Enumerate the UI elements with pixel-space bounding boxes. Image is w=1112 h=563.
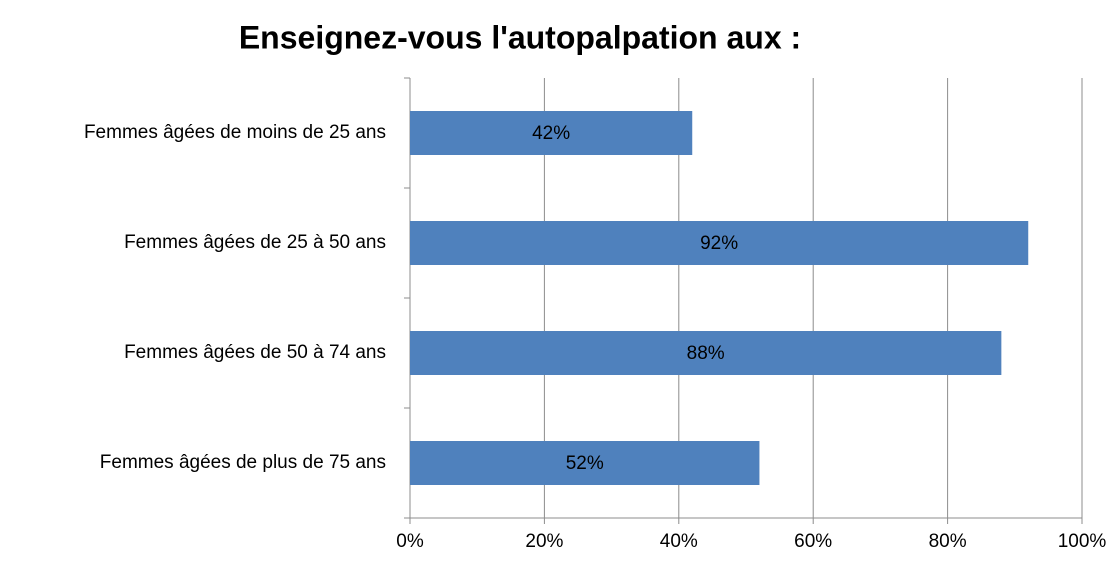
bar: [410, 441, 760, 485]
data-label: 42%: [532, 123, 570, 144]
bar: [410, 221, 1029, 265]
bar: [410, 331, 1002, 375]
x-tick-label: 60%: [794, 531, 832, 552]
x-tick-label: 100%: [1058, 531, 1107, 552]
bar: [410, 111, 693, 155]
x-tick-label: 0%: [396, 531, 424, 552]
x-tick-label: 40%: [660, 531, 698, 552]
x-tick-label: 20%: [525, 531, 563, 552]
y-tick-label: Femmes âgées de plus de 75 ans: [100, 452, 386, 473]
data-label: 88%: [687, 343, 725, 364]
y-tick-label: Femmes âgées de 25 à 50 ans: [124, 232, 386, 253]
data-label: 52%: [566, 453, 604, 474]
y-tick-label: Femmes âgées de moins de 25 ans: [84, 122, 386, 143]
data-label: 92%: [700, 233, 738, 254]
x-tick-label: 80%: [929, 531, 967, 552]
y-tick-label: Femmes âgées de 50 à 74 ans: [124, 342, 386, 363]
chart-title: Enseignez-vous l'autopalpation aux :: [239, 19, 801, 55]
